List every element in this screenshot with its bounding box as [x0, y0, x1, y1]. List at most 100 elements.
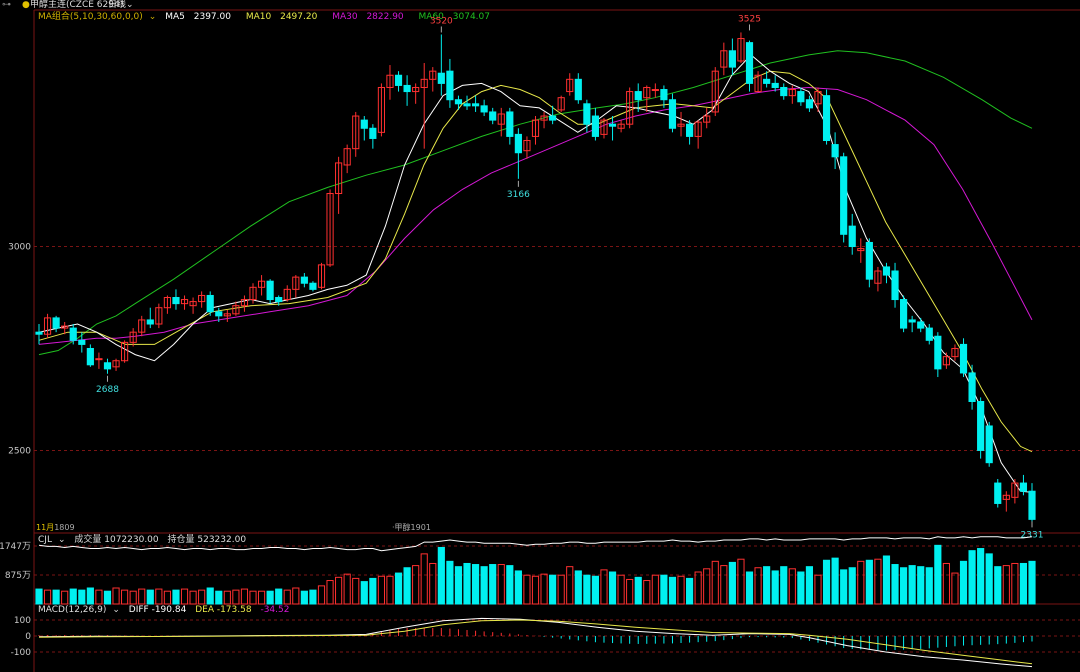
candle-body [78, 339, 86, 345]
cjl-label[interactable]: CJL ⌄ [38, 535, 66, 545]
volume-bar [292, 587, 300, 605]
chevron-down-icon: ⌄ [126, 0, 134, 10]
volume-bar [283, 589, 291, 605]
volume-bar [386, 575, 394, 605]
price-tick-label: 2500 [8, 446, 31, 456]
volume-bar [352, 577, 360, 605]
volume-bar [1011, 562, 1019, 605]
candle-body [557, 97, 565, 111]
volume-bar [360, 581, 368, 605]
cjl-text: CJL [38, 535, 52, 545]
candle-body [180, 299, 189, 305]
volume-bar [728, 561, 736, 605]
volume-bar [514, 570, 522, 605]
candle-body [917, 321, 925, 329]
volume-bar [232, 589, 240, 605]
volume-bar [437, 546, 445, 605]
volume-bar [831, 557, 839, 605]
volume-bar [326, 580, 334, 605]
candle-body [882, 266, 891, 276]
volume-bar [489, 564, 497, 605]
price-tick-label: 3000 [8, 243, 31, 253]
candle-body [677, 123, 685, 127]
volume-bar [112, 587, 120, 605]
volume-bar [891, 564, 899, 605]
volume-bar [429, 562, 437, 605]
volume-bar [257, 590, 266, 605]
ma5-legend: MA5 2397.00 [165, 12, 237, 22]
candle-body [352, 115, 360, 150]
candle-body [506, 111, 514, 137]
volume-bar [172, 589, 180, 605]
candle-body [1002, 494, 1010, 500]
candle-body [711, 70, 719, 113]
volume-bar [549, 574, 557, 605]
ma5-name: MA5 [165, 12, 185, 22]
volume-bar [403, 567, 411, 605]
ma-legend: MA组合(5,10,30,60,0,0) ⌄ MA5 2397.00 MA10 2… [38, 12, 502, 23]
candle-body [223, 313, 231, 317]
volume-bar [377, 575, 385, 605]
volume-bar [497, 564, 505, 605]
candle-body [805, 99, 814, 109]
volume-bar [78, 589, 86, 605]
volume-bar [959, 560, 968, 605]
volume-bar [155, 588, 163, 605]
volume-bar [446, 560, 454, 605]
period-selector[interactable]: 日线⌄ [108, 0, 134, 10]
volume-bar [608, 571, 617, 605]
period-label: 日线 [108, 0, 127, 10]
macd-tick-label: 0 [25, 632, 31, 642]
ma10-name: MA10 [245, 12, 272, 22]
volume-bar [668, 576, 677, 605]
candle-body [900, 299, 908, 329]
volume-bar [146, 589, 154, 605]
candle-body [420, 78, 428, 88]
candle-body [121, 341, 129, 362]
ma30-legend: MA30 2822.90 [332, 12, 409, 22]
candle-body [763, 78, 771, 84]
link-icon[interactable]: ⊶ [2, 0, 11, 10]
candle-body [908, 319, 916, 323]
volume-bar [643, 580, 651, 605]
candle-body [531, 119, 540, 137]
candle-body [343, 148, 351, 166]
volume-bar [745, 571, 754, 605]
macd-label[interactable]: MACD(12,26,9) ⌄ [38, 605, 120, 615]
volume-bar [600, 569, 608, 605]
candle-body [788, 89, 796, 97]
candle-body [146, 319, 154, 325]
candle-body [232, 305, 240, 315]
ma60-value: 3074.07 [452, 12, 490, 22]
volume-bar [788, 568, 796, 605]
ma-legend-label[interactable]: MA组合(5,10,30,60,0,0) ⌄ [38, 12, 157, 22]
candle-body [566, 78, 574, 93]
candle-body [206, 294, 214, 313]
candle-body [626, 91, 634, 125]
candle-body [891, 270, 899, 301]
volume-bar [660, 574, 668, 605]
candle-body [1019, 482, 1028, 492]
candle-body [977, 401, 985, 451]
volume-bar [138, 588, 146, 605]
volume-bar [651, 574, 659, 605]
candle-body [831, 144, 839, 158]
candle-body [994, 482, 1002, 504]
candle-body [591, 115, 600, 137]
candle-body [155, 307, 163, 325]
volume-bar [677, 575, 685, 605]
volume-bar [43, 589, 52, 605]
symbol-title[interactable]: 甲醇主连(CZCE 6294) [30, 0, 124, 10]
candle-body [292, 276, 300, 290]
volume-bar [266, 590, 274, 605]
candle-body [215, 311, 223, 317]
volume-bar [754, 567, 762, 605]
candle-body [412, 86, 420, 93]
volume-bar [934, 544, 942, 605]
candle-body [857, 248, 865, 252]
candle-body [660, 89, 668, 101]
candle-body [394, 74, 403, 86]
volume-bar [394, 572, 403, 605]
candle-body [745, 42, 754, 84]
